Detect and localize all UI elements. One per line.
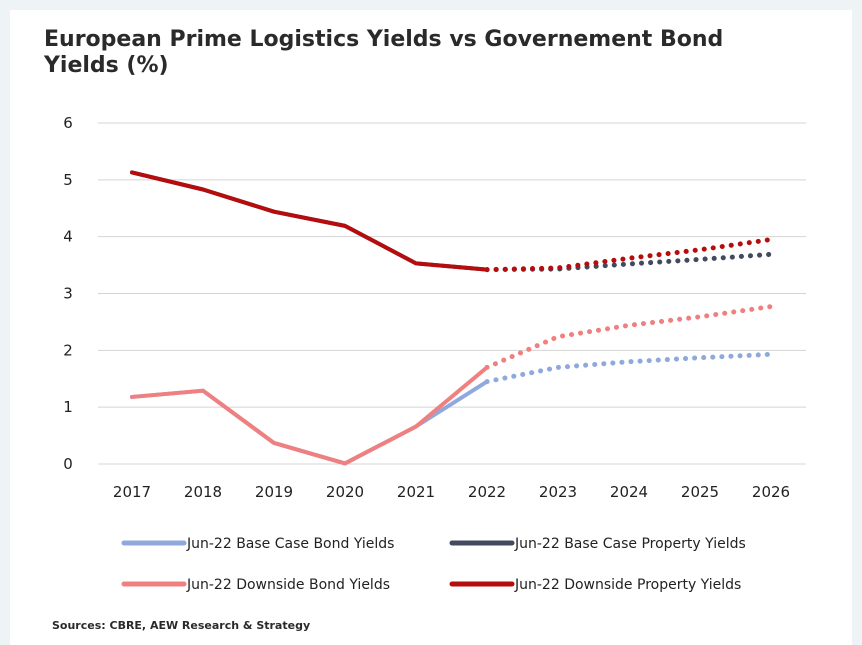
series-line: [130, 170, 774, 273]
y-tick-label: 4: [63, 228, 73, 246]
series-lines: [130, 170, 774, 466]
series-line: [130, 170, 774, 273]
legend-item: Jun-22 Downside Bond Yields: [121, 577, 390, 593]
x-axis-ticks: 2017 2018 2019 2020 2021 2022 2023 2024 2025 2026: [113, 483, 790, 501]
legend-item: Jun-22 Base Case Bond Yields: [121, 536, 394, 552]
x-tick-label: 2023: [539, 483, 577, 501]
series-solid-segment: [130, 170, 489, 272]
y-tick-label: 3: [63, 285, 73, 303]
series-dotted-segment: [484, 251, 774, 273]
x-tick-label: 2024: [610, 483, 648, 501]
series-line: [130, 304, 774, 466]
y-tick-label: 6: [63, 114, 73, 132]
legend-label: Jun-22 Downside Bond Yields: [186, 577, 390, 593]
x-tick-label: 2019: [255, 483, 293, 501]
y-tick-label: 1: [63, 398, 73, 416]
chart-card: [10, 10, 852, 645]
x-tick-label: 2017: [113, 483, 151, 501]
x-tick-label: 2025: [681, 483, 719, 501]
chart-title: European Prime Logistics Yields vs Gover…: [44, 27, 724, 78]
x-tick-label: 2020: [326, 483, 364, 501]
legend-item: Jun-22 Base Case Property Yields: [449, 536, 746, 552]
x-tick-label: 2022: [468, 483, 506, 501]
legend: Jun-22 Base Case Bond Yields Jun-22 Base …: [121, 536, 746, 593]
legend-label: Jun-22 Base Case Property Yields: [514, 536, 746, 552]
source-note: Sources: CBRE, AEW Research & Strategy: [52, 619, 311, 632]
series-dotted-segment: [484, 304, 774, 370]
series-dotted-segment: [484, 351, 774, 385]
series-dotted-segment: [484, 237, 774, 273]
y-axis-ticks: 0 1 2 3 4 5 6: [63, 114, 73, 473]
x-tick-label: 2018: [184, 483, 222, 501]
series-solid-segment: [130, 365, 489, 466]
grid-lines: [98, 122, 806, 465]
y-tick-label: 2: [63, 341, 73, 359]
x-tick-label: 2026: [752, 483, 790, 501]
y-tick-label: 0: [63, 455, 73, 473]
legend-item: Jun-22 Downside Property Yields: [449, 577, 741, 593]
legend-label: Jun-22 Downside Property Yields: [514, 577, 741, 593]
y-tick-label: 5: [63, 171, 73, 189]
legend-label: Jun-22 Base Case Bond Yields: [186, 536, 394, 552]
x-tick-label: 2021: [397, 483, 435, 501]
